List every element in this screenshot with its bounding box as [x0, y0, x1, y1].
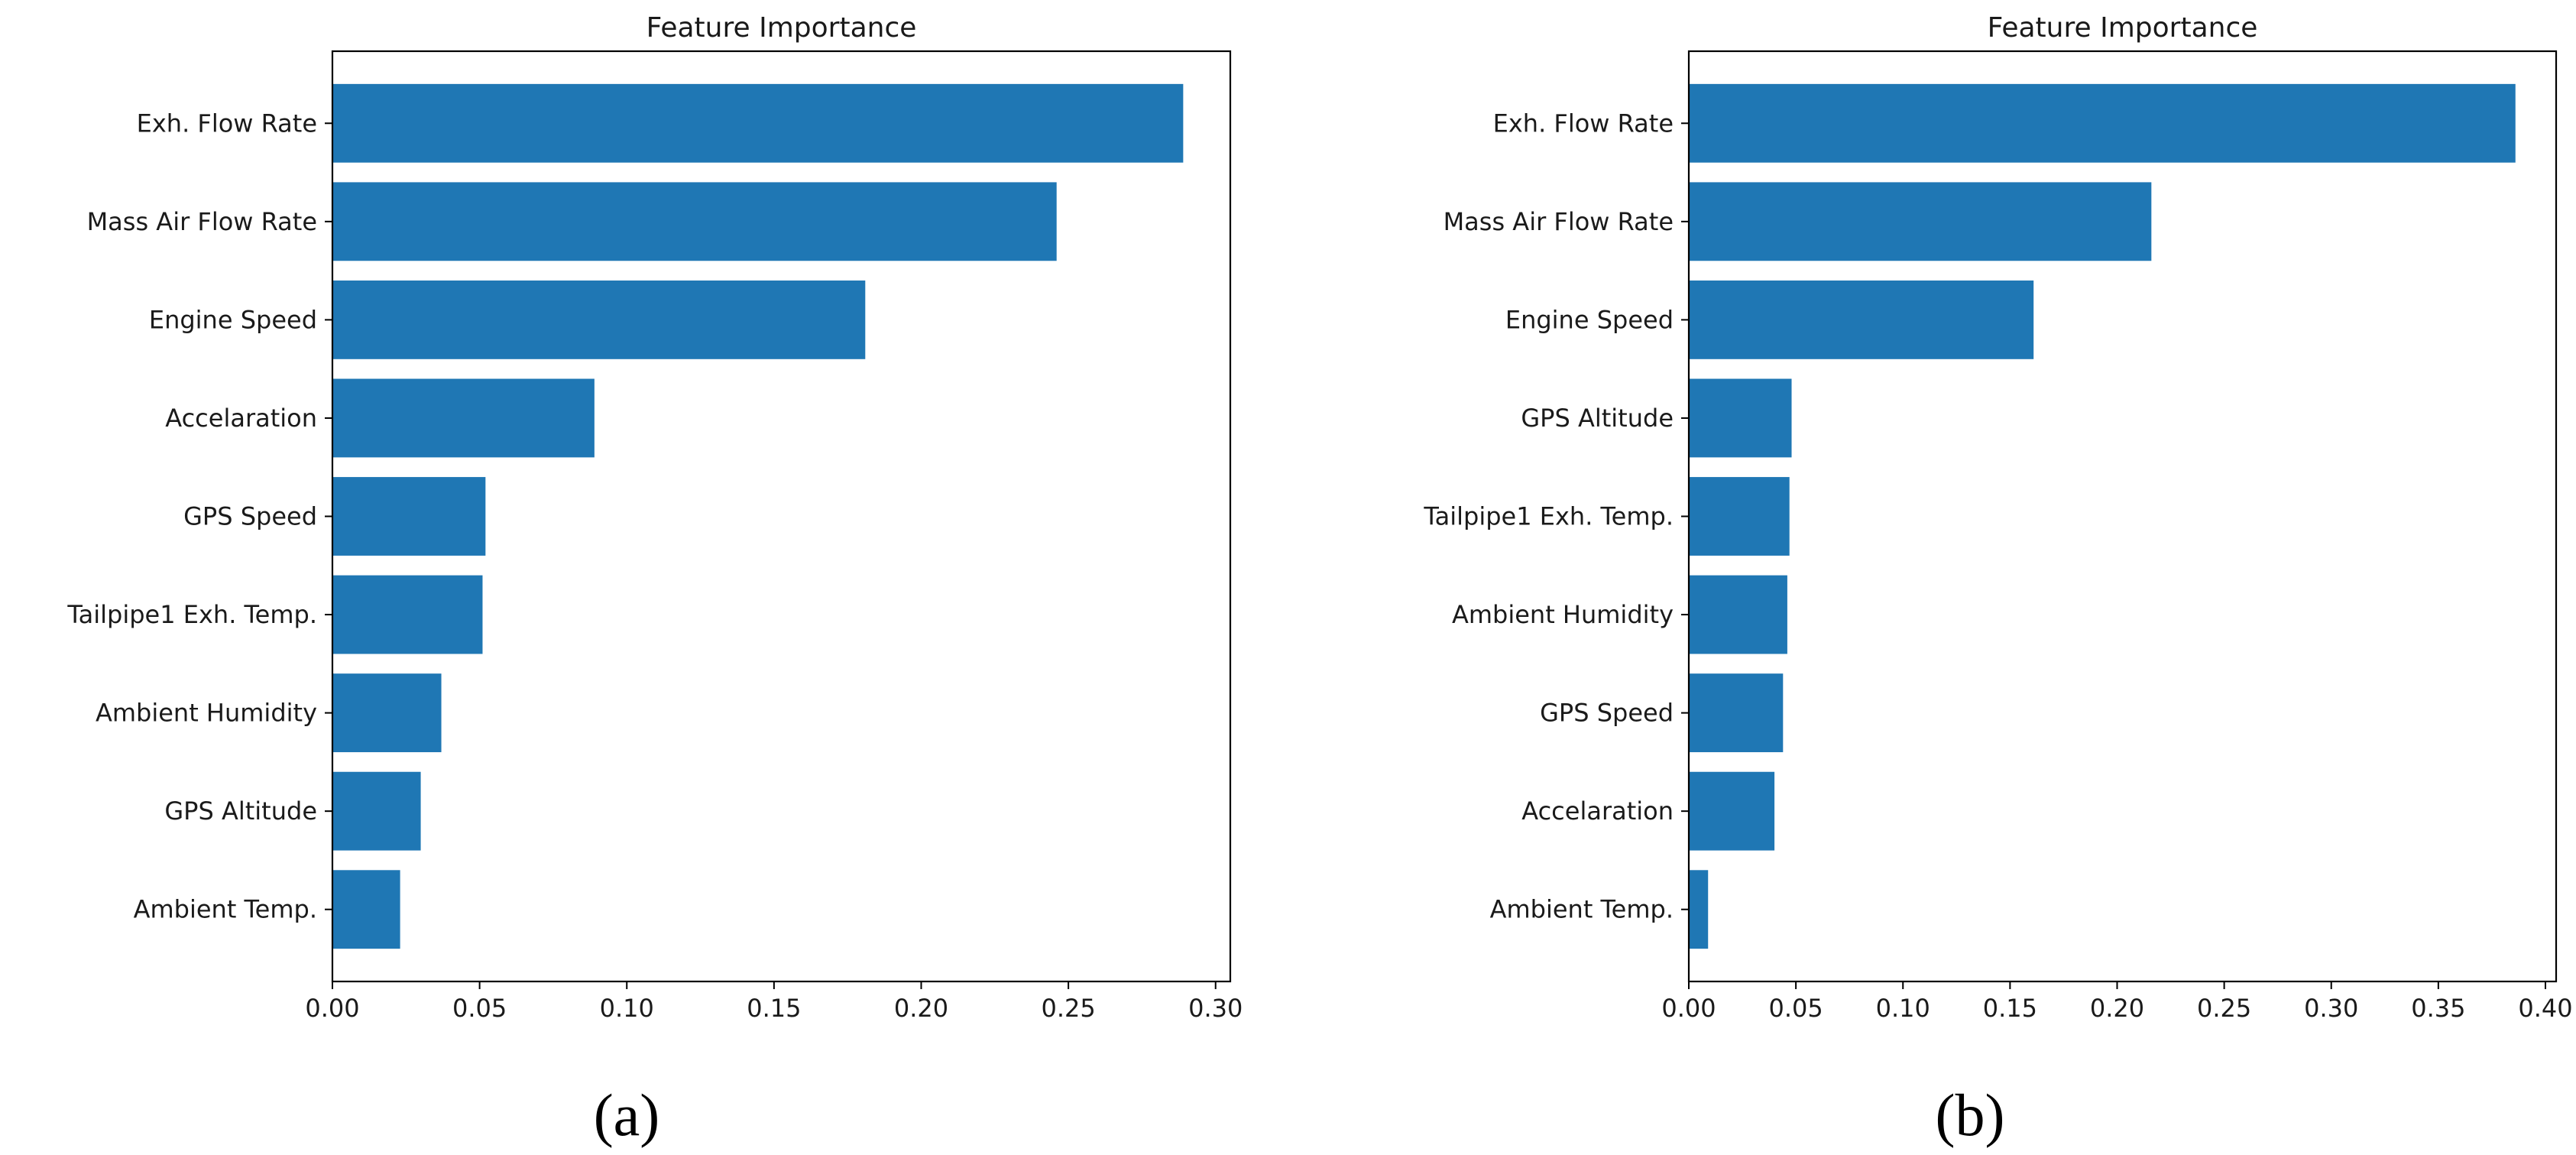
bar [332, 870, 400, 949]
chart-b: Feature Importance Exh. Flow Rate Mass Air… [1423, 12, 2572, 1148]
bar [332, 771, 421, 851]
bar [332, 182, 1057, 261]
x-tick-label: 0.00 [1661, 994, 1716, 1023]
x-tick-label: 0.25 [2197, 994, 2251, 1023]
x-tick-label: 0.20 [2090, 994, 2144, 1023]
x-tick-label: 0.15 [747, 994, 801, 1023]
axes-frame [1687, 50, 2558, 983]
axes-frame [331, 50, 1232, 983]
bar [1689, 280, 2034, 359]
x-tick-label: 0.30 [2304, 994, 2358, 1023]
x-tick-label: 0.05 [1768, 994, 1823, 1023]
bar [332, 477, 486, 556]
y-tick-label: Mass Air Flow Rate [1444, 207, 1674, 236]
x-tick-label: 0.00 [305, 994, 359, 1023]
x-tick-label: 0.10 [1876, 994, 1930, 1023]
y-tick-label: GPS Speed [1540, 699, 1674, 728]
y-tick-label: GPS Altitude [1521, 404, 1674, 433]
y-tick-label: GPS Altitude [164, 796, 317, 826]
panel-label: (b) [1936, 1082, 2005, 1148]
x-tick-label: 0.15 [1983, 994, 2037, 1023]
x-tick-label: 0.20 [894, 994, 948, 1023]
x-tick-label: 0.30 [1188, 994, 1243, 1023]
bar [1689, 771, 1775, 851]
y-tick-label: Ambient Temp. [134, 895, 317, 924]
x-tick-label: 0.10 [600, 994, 654, 1023]
y-tick-label: Tailpipe1 Exh. Temp. [1423, 502, 1674, 531]
bar [1689, 378, 1792, 458]
y-tick-label: Ambient Humidity [1452, 600, 1674, 629]
bar [1689, 673, 1784, 753]
chart-a: Feature Importance Exh. Flow Rate Mass Air… [66, 12, 1243, 1148]
panel-label: (a) [594, 1082, 660, 1148]
y-tick-label: Tailpipe1 Exh. Temp. [66, 600, 317, 629]
bar [1689, 575, 1787, 654]
bar [1689, 182, 2152, 261]
chart-title: Feature Importance [646, 12, 917, 44]
bar [1689, 477, 1790, 556]
bar [332, 83, 1184, 163]
bar [332, 575, 483, 654]
bar [1689, 83, 2516, 163]
bar [332, 378, 595, 458]
y-tick-label: Mass Air Flow Rate [87, 207, 317, 236]
bar [332, 280, 866, 359]
x-tick-label: 0.05 [452, 994, 507, 1023]
y-tick-label: Ambient Humidity [96, 699, 317, 728]
y-tick-label: Ambient Temp. [1490, 895, 1674, 924]
bar [1689, 870, 1709, 949]
y-tick-label: Accelaration [1521, 796, 1674, 826]
y-tick-label: Engine Speed [1505, 305, 1674, 334]
y-tick-label: Engine Speed [149, 305, 317, 334]
y-tick-label: Exh. Flow Rate [1493, 109, 1674, 138]
y-tick-label: Exh. Flow Rate [137, 109, 317, 138]
chart-title: Feature Importance [1988, 12, 2258, 44]
x-tick-label: 0.25 [1041, 994, 1095, 1023]
x-tick-label: 0.35 [2411, 994, 2465, 1023]
x-tick-label: 0.40 [2518, 994, 2572, 1023]
y-tick-label: GPS Speed [183, 502, 317, 531]
y-tick-label: Accelaration [165, 404, 317, 433]
bar [332, 673, 442, 753]
